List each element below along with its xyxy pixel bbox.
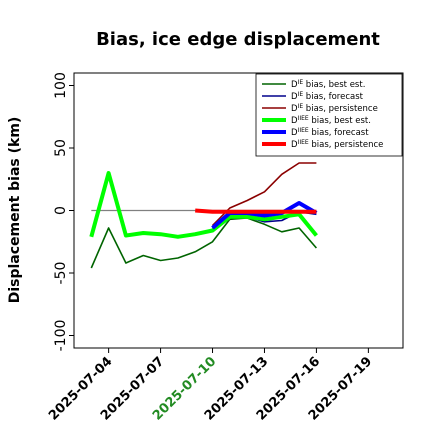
legend: DIE bias, best est.DIE bias, forecastDIE…	[255, 73, 403, 157]
legend-entry: DIIEE bias, forecast	[291, 127, 369, 138]
legend-entry: DIIEE bias, best est.	[291, 115, 371, 126]
legend-entry: DIIEE bias, persistence	[291, 139, 383, 150]
series-line-6	[195, 208, 317, 214]
y-tick-label: 100	[53, 72, 69, 99]
y-tick-label: -50	[53, 262, 69, 285]
y-tick-label: 50	[53, 139, 69, 157]
legend-entry: DIE bias, persistence	[291, 103, 378, 114]
legend-entry: DIE bias, best est.	[291, 79, 365, 90]
legend-entry: DIE bias, forecast	[291, 91, 364, 102]
y-axis-label: Displacement bias (km)	[7, 117, 23, 304]
series-line-1	[90, 217, 318, 269]
plot-frame	[73, 72, 404, 349]
y-tick-label: 0	[53, 206, 69, 215]
chart-title: Bias, ice edge displacement	[96, 29, 380, 50]
series-line-3	[211, 162, 317, 227]
y-tick-label: -100	[53, 320, 69, 352]
series-line-4	[89, 171, 318, 239]
